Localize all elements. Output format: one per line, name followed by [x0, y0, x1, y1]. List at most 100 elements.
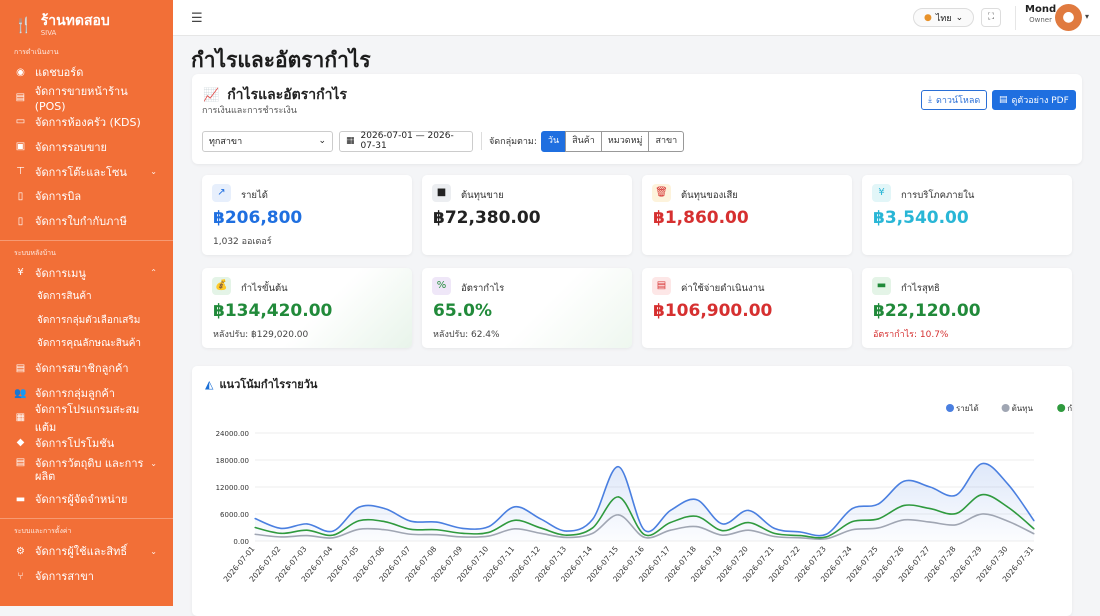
user-name: Mond: [1025, 4, 1057, 15]
data-point: [514, 519, 516, 521]
truck-icon: ▬: [15, 493, 26, 505]
data-point: [1007, 506, 1009, 508]
preview-pdf-button[interactable]: ▤ ดูตัวอย่าง PDF: [992, 90, 1076, 110]
sidebar-item-suppliers[interactable]: ▬ จัดการผู้จัดจำหน่าย: [15, 493, 128, 507]
data-point: [669, 529, 672, 531]
data-point: [669, 521, 672, 524]
data-point: [773, 535, 775, 538]
y-tick-label: 0.00: [233, 538, 249, 546]
sidebar-item-pos[interactable]: ▤ จัดการขายหน้าร้าน (POS): [15, 84, 128, 113]
kpi-value: ฿22,120.00: [873, 301, 981, 321]
date-range-input[interactable]: ▦ 2026-07-01 — 2026-07-31: [339, 130, 473, 152]
data-point: [358, 528, 360, 530]
hamburger-menu-icon[interactable]: ☰: [191, 11, 203, 26]
kpi-label: กำไรขั้นต้น: [241, 283, 288, 294]
sidebar: 🍴 ร้านทดสอบ SIVA การดำเนินงาน ◉ แดชบอร์ด …: [0, 0, 173, 606]
sidebar-item-users[interactable]: ⚙ จัดการผู้ใช้และสิทธิ์ ⌄: [0, 539, 173, 564]
data-point: [410, 520, 412, 522]
id-card-icon: ▤: [15, 362, 26, 374]
data-point: [643, 529, 646, 531]
data-point: [929, 508, 931, 510]
data-point: [462, 536, 464, 538]
download-button[interactable]: ⤓ ดาวน์โหลด: [921, 90, 988, 110]
data-point: [566, 530, 568, 532]
sidebar-item-kds[interactable]: ▭ จัดการห้องครัว (KDS): [15, 115, 141, 129]
kpi-note: หลังปรับ: 62.4%: [433, 330, 500, 340]
user-info[interactable]: Mond Owner: [1025, 4, 1056, 26]
kpi-value: ฿134,420.00: [213, 301, 333, 321]
data-point: [955, 524, 957, 526]
data-point: [540, 532, 542, 534]
sidebar-subitem-products[interactable]: จัดการสินค้า: [37, 291, 92, 303]
data-point: [306, 529, 308, 531]
line-chart-icon: 📈: [203, 87, 220, 103]
data-point: [410, 528, 412, 530]
sidebar-item-bills[interactable]: ▯ จัดการบิล: [0, 184, 173, 209]
data-point: [566, 534, 568, 536]
data-point: [332, 530, 334, 532]
data-point: [981, 494, 983, 496]
kpi-value: ฿206,800: [213, 208, 303, 228]
data-point: [825, 538, 827, 540]
sidebar-item-shifts[interactable]: ▣ จัดการรอบขาย: [15, 140, 107, 154]
section-label: ระบบและการตั้งค่า: [14, 526, 72, 535]
sidebar-item-tax-invoice[interactable]: ▯ จัดการใบกำกับภาษี: [0, 209, 173, 234]
file-icon: ▯: [17, 215, 24, 227]
user-icon: ●: [1062, 9, 1075, 25]
group-product-button[interactable]: สินค้า: [565, 130, 602, 152]
sidebar-item-loyalty[interactable]: ▦ จัดการโปรแกรมสะสมแต้ม: [15, 402, 140, 434]
cash-register-icon: ▤: [15, 91, 26, 103]
data-point: [384, 529, 386, 531]
group-branch-button[interactable]: สาขา: [648, 130, 685, 152]
caret-down-icon[interactable]: ▾: [1085, 12, 1090, 21]
language-selector[interactable]: ● ไทย ⌄: [913, 8, 975, 27]
data-point: [358, 520, 360, 522]
kpi-label: การบริโภคภายใน: [901, 190, 975, 201]
data-point: [955, 512, 957, 515]
data-point: [617, 514, 620, 516]
group-by-toggle: วัน สินค้า หมวดหมู่ สาขา: [540, 130, 685, 152]
pdf-icon: ▤: [999, 95, 1008, 105]
data-point: [280, 527, 282, 529]
divider: [0, 239, 173, 241]
kpi-note: หลังปรับ: ฿129,020.00: [213, 330, 309, 340]
kpi-card: ▤ ค่าใช้จ่ายดำเนินงาน ฿106,900.00: [642, 268, 852, 348]
sidebar-subitem-options[interactable]: จัดการกลุ่มตัวเลือกเสริม: [37, 314, 141, 326]
group-day-button[interactable]: วัน: [540, 130, 567, 152]
data-point: [384, 508, 386, 510]
brand[interactable]: 🍴 ร้านทดสอบ SIVA: [0, 0, 173, 40]
users-icon: 👥: [14, 387, 27, 399]
brand-sub: SIVA: [40, 28, 57, 37]
avatar[interactable]: ●: [1055, 4, 1082, 31]
data-point: [903, 519, 905, 521]
sidebar-item-dashboard[interactable]: ◉ แดชบอร์ด: [0, 60, 173, 85]
kpi-note: อัตรากำไร: 10.7%: [873, 330, 949, 340]
chevron-down-icon: ⌄: [955, 12, 964, 23]
sidebar-item-members[interactable]: ▤ จัดการสมาชิกลูกค้า: [15, 362, 129, 376]
data-point: [877, 527, 879, 529]
data-point: [877, 518, 879, 520]
section-label: ระบบหลังบ้าน: [14, 248, 56, 257]
fullscreen-button[interactable]: ⛶: [981, 8, 1001, 27]
legend-label: กำไร: [1067, 404, 1072, 413]
kpi-label: กำไรสุทธิ: [901, 283, 940, 294]
sidebar-item-customer-groups[interactable]: 👥 จัดการกลุ่มลูกค้า: [14, 387, 115, 401]
globe-icon: ●: [924, 12, 932, 23]
sidebar-item-menu[interactable]: ¥ จัดการเมนู ⌃: [0, 261, 173, 286]
kpi-label: ต้นทุนของเสีย: [681, 190, 738, 201]
data-point: [1007, 483, 1009, 485]
kpi-label: ต้นทุนขาย: [461, 190, 504, 201]
branch-select[interactable]: ทุกสาขา ⌄: [202, 130, 333, 152]
sidebar-item-promotions[interactable]: ◆ จัดการโปรโมชัน: [0, 430, 173, 455]
data-point: [617, 466, 620, 468]
expand-icon: ⛶: [987, 12, 995, 22]
sidebar-subitem-attributes[interactable]: จัดการคุณลักษณะสินค้า: [37, 338, 142, 350]
data-point: [799, 535, 801, 537]
group-category-button[interactable]: หมวดหมู่: [600, 130, 650, 152]
sidebar-item-ingredients[interactable]: ▤ จัดการวัตถุดิบ และการผลิต ⌄: [15, 457, 157, 484]
percent-icon: %: [432, 277, 451, 295]
data-point: [1033, 528, 1035, 530]
sidebar-item-branches[interactable]: ⑂ จัดการสาขา: [0, 564, 173, 589]
sidebar-item-tables[interactable]: ⊤ จัดการโต๊ะและโซน ⌄: [0, 159, 173, 184]
data-point: [747, 509, 749, 511]
